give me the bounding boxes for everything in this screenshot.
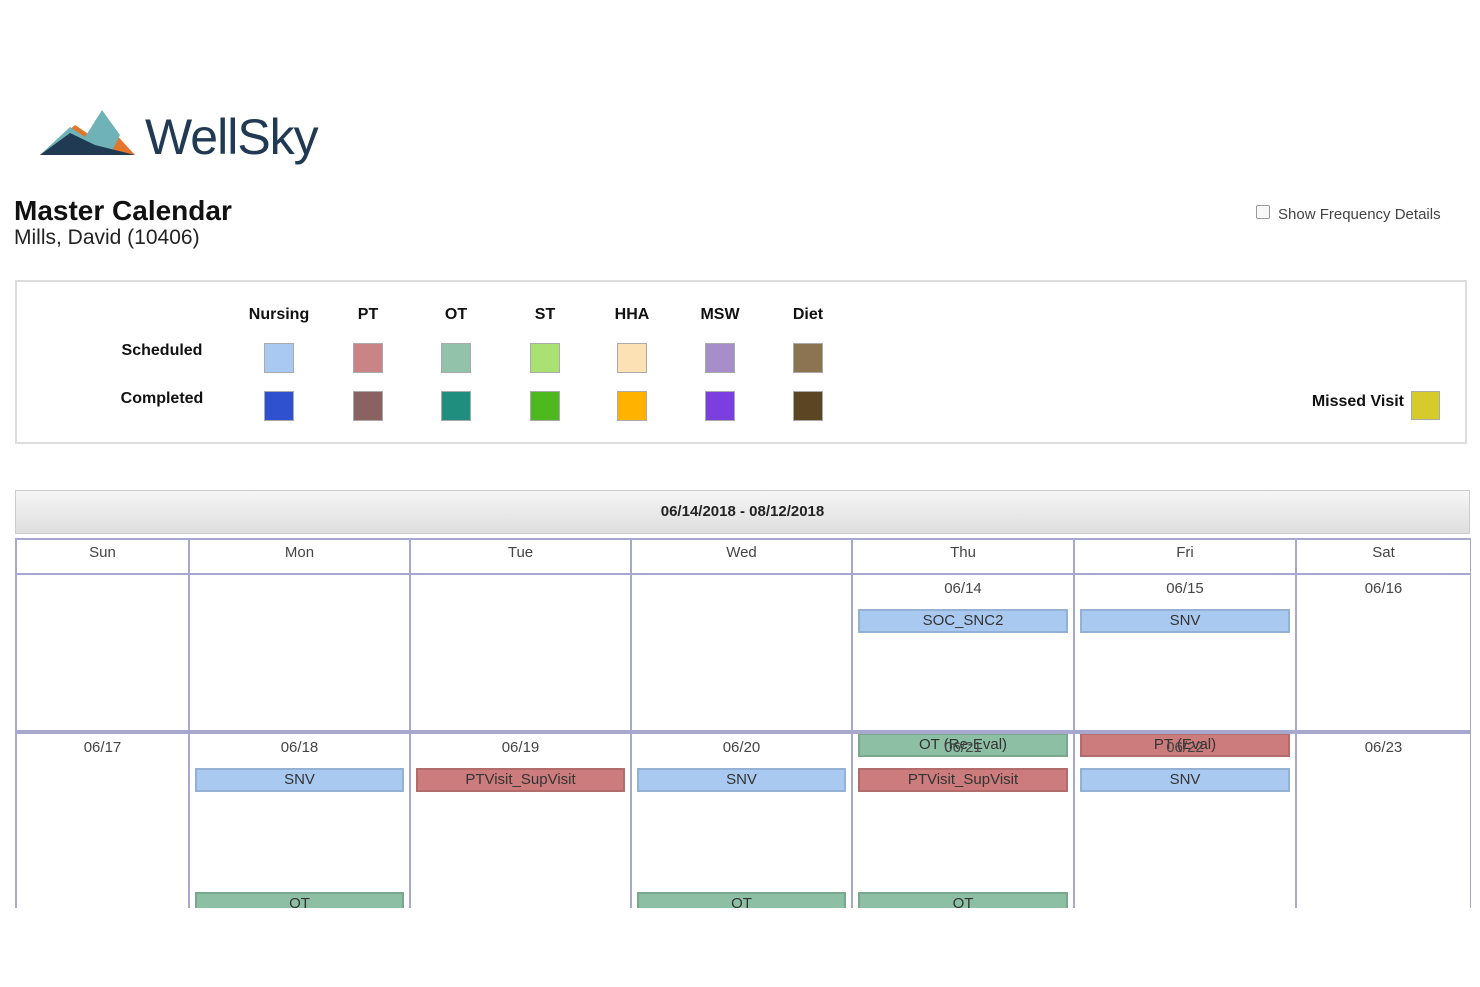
visit[interactable]: SNV (195, 768, 404, 792)
visit[interactable]: PTVisit_SupVisit (858, 768, 1068, 792)
visit[interactable]: OT (195, 892, 404, 908)
legend-swatch (353, 343, 383, 373)
legend-swatch (793, 391, 823, 421)
day-cell: 06/20SNVOTMSW (Eval) (630, 732, 853, 908)
logo-text: WellSky (145, 109, 319, 165)
day-date: 06/14 (944, 580, 982, 597)
day-date: 06/18 (280, 739, 319, 756)
day-date: 06/17 (83, 739, 122, 756)
day-cell: 06/18 SNV OT (188, 732, 411, 908)
legend-swatch (793, 343, 823, 373)
missed-swatch (1411, 391, 1440, 420)
frequency-checkbox[interactable] (1256, 205, 1270, 219)
legend-row-label: Completed (120, 390, 204, 407)
weekday-header: Sat (1295, 538, 1471, 575)
day-cell (188, 575, 411, 732)
weekday-header: Tue (409, 538, 632, 575)
weekday-header: Sun (15, 538, 190, 575)
legend-swatch (530, 391, 560, 421)
day-cell: 06/17 (15, 732, 190, 908)
calendar: 06/14/2018 - 08/12/2018 Sun Mon Tue Wed Thu F… (15, 490, 1471, 908)
legend-discipline: PT (357, 306, 379, 323)
weekday-header: Thu (851, 538, 1075, 575)
patient-name: Mills, David (10406) (14, 226, 200, 249)
day-cell: 06/22 SNV (1073, 732, 1297, 908)
day-cell: 06/14 SOC_SNC2 OT (Re-Eval) (851, 575, 1075, 757)
logo-mark (40, 110, 135, 155)
legend-swatch (705, 343, 735, 373)
visit[interactable]: SNV (1080, 609, 1290, 633)
day-cell: 06/15 SNV PT (Eval) (1073, 575, 1297, 757)
legend-swatch (617, 343, 647, 373)
day-cell (630, 575, 853, 732)
visit[interactable]: SNV (1080, 768, 1290, 792)
visit[interactable]: OT (Re-Eval) (858, 733, 1068, 757)
legend-swatch (353, 391, 383, 421)
date-range: 06/14/2018 - 08/12/2018 (15, 490, 1470, 534)
day-date: 06/20 (722, 739, 761, 756)
day-date: 06/16 (1364, 580, 1403, 597)
visit[interactable]: SOC_SNC2 (858, 609, 1068, 633)
day-cell: 06/19 PTVisit_SupVisit (409, 732, 632, 908)
day-cell: 06/21 PTVisit_SupVisit OT (851, 732, 1075, 908)
legend-swatch (617, 391, 647, 421)
legend-discipline: OT (444, 306, 468, 323)
legend-swatch (441, 391, 471, 421)
day-cell: 06/16 (1295, 575, 1471, 732)
day-date: 06/21 (944, 739, 982, 756)
day-date: 06/15 (1166, 580, 1204, 597)
visit[interactable]: OT (858, 892, 1068, 908)
frequency-label[interactable]: Show Frequency Details (1278, 206, 1441, 223)
weekday-header: Fri (1073, 538, 1297, 575)
legend (15, 280, 1467, 444)
legend-discipline: MSW (700, 306, 740, 323)
day-date: 06/23 (1364, 739, 1403, 756)
legend-swatch (530, 343, 560, 373)
weekday-header: Wed (630, 538, 853, 575)
missed-label: Missed Visit (1311, 393, 1404, 410)
day-date: 06/19 (501, 739, 540, 756)
legend-discipline: ST (534, 306, 556, 323)
legend-discipline: HHA (614, 306, 650, 323)
legend-discipline: Nursing (248, 306, 310, 323)
legend-row-label: Scheduled (121, 342, 203, 359)
day-cell: 06/23 (1295, 732, 1471, 908)
legend-discipline: Diet (792, 306, 824, 323)
legend-swatch (264, 391, 294, 421)
legend-swatch (441, 343, 471, 373)
page-title: Master Calendar (14, 195, 232, 226)
visit[interactable]: PT (Eval) (1080, 733, 1290, 757)
visit[interactable]: SNV (637, 768, 846, 792)
legend-swatch (705, 391, 735, 421)
legend-swatch (264, 343, 294, 373)
weekday-header: Mon (188, 538, 411, 575)
visit[interactable]: OT (637, 892, 846, 908)
day-cell (15, 575, 190, 732)
visit[interactable]: PTVisit_SupVisit (416, 768, 625, 792)
day-date: 06/22 (1166, 739, 1204, 756)
day-cell (409, 575, 632, 732)
